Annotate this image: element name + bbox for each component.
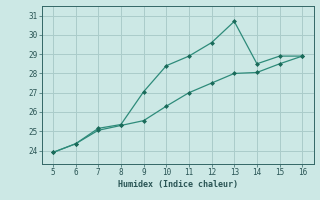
X-axis label: Humidex (Indice chaleur): Humidex (Indice chaleur) bbox=[118, 180, 237, 189]
